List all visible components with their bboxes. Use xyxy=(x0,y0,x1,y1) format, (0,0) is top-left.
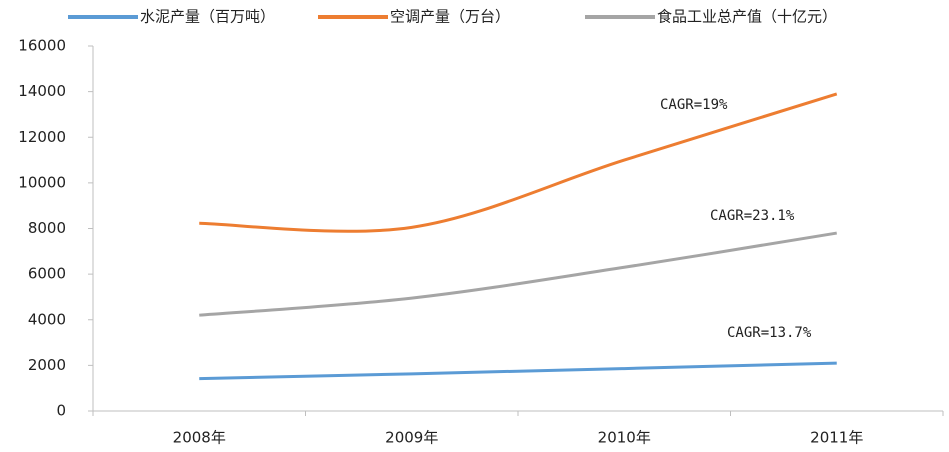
y-tick-label: 16000 xyxy=(18,37,66,55)
y-tick-label: 0 xyxy=(56,402,66,420)
x-tick-label: 2011年 xyxy=(810,429,863,447)
y-tick-label: 4000 xyxy=(28,310,66,328)
x-tick-label: 2009年 xyxy=(385,429,438,447)
annotation: CAGR=19% xyxy=(660,97,728,113)
x-tick-label: 2008年 xyxy=(173,429,226,447)
annotation: CAGR=13.7% xyxy=(727,325,812,341)
y-tick-label: 8000 xyxy=(28,219,66,237)
y-tick-label: 2000 xyxy=(28,356,66,374)
y-tick-label: 14000 xyxy=(18,82,66,100)
y-tick-label: 12000 xyxy=(18,128,66,146)
legend-label: 食品工业总产值（十亿元） xyxy=(657,8,837,26)
legend-label: 空调产量（万台） xyxy=(390,8,510,26)
y-tick-label: 6000 xyxy=(28,265,66,283)
y-tick-label: 10000 xyxy=(18,173,66,191)
series-line xyxy=(199,92,838,233)
legend-label: 水泥产量（百万吨） xyxy=(140,8,275,26)
series-line xyxy=(199,361,837,381)
annotation: CAGR=23.1% xyxy=(710,208,795,224)
series-line xyxy=(199,231,837,317)
x-tick-label: 2010年 xyxy=(598,429,651,447)
